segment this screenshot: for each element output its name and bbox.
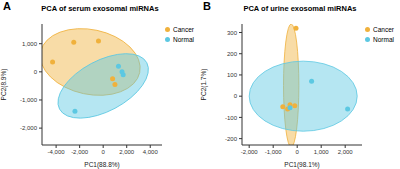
svg-text:-2,000: -2,000 — [71, 149, 89, 155]
svg-text:1,000: 1,000 — [22, 41, 38, 47]
svg-text:0: 0 — [234, 93, 238, 99]
svg-text:-100: -100 — [225, 115, 238, 121]
svg-text:2,000: 2,000 — [119, 149, 135, 155]
svg-text:1,000: 1,000 — [314, 149, 330, 155]
svg-text:PC2(1.7%): PC2(1.7%) — [200, 69, 208, 101]
html-text:Normal: Normal — [373, 35, 394, 43]
html-text:Cancer: Cancer — [173, 25, 194, 33]
svg-text:PC2(8.9%): PC2(8.9%) — [8, 69, 9, 101]
svg-text:300: 300 — [227, 30, 238, 36]
html-text:PCA of urine exosomal miRNAs: PCA of urine exosomal miRNAs — [243, 4, 357, 13]
html-text:B: B — [203, 0, 211, 12]
svg-text:0: 0 — [34, 69, 38, 75]
html-text:PCA of serum exosomal miRNAs: PCA of serum exosomal miRNAs — [41, 4, 159, 13]
svg-text:-2,000: -2,000 — [20, 125, 38, 131]
svg-text:-1,000: -1,000 — [265, 149, 283, 155]
svg-text:-1,000: -1,000 — [20, 97, 38, 103]
svg-text:-4,000: -4,000 — [48, 149, 66, 155]
svg-text:PC1(88.8%): PC1(88.8%) — [84, 161, 119, 169]
svg-text:PC1(98.1%): PC1(98.1%) — [284, 161, 319, 169]
svg-text:0: 0 — [102, 149, 106, 155]
svg-text:-2,000: -2,000 — [241, 149, 259, 155]
svg-text:-200: -200 — [225, 136, 238, 142]
svg-text:0: 0 — [296, 149, 300, 155]
svg-text:100: 100 — [227, 72, 238, 78]
html-text:Normal: Normal — [173, 35, 194, 43]
html-text:A: A — [3, 0, 11, 12]
html-text:Cancer: Cancer — [373, 25, 394, 33]
svg-text:2,000: 2,000 — [338, 149, 354, 155]
svg-text:4,000: 4,000 — [143, 149, 159, 155]
svg-text:200: 200 — [227, 51, 238, 57]
